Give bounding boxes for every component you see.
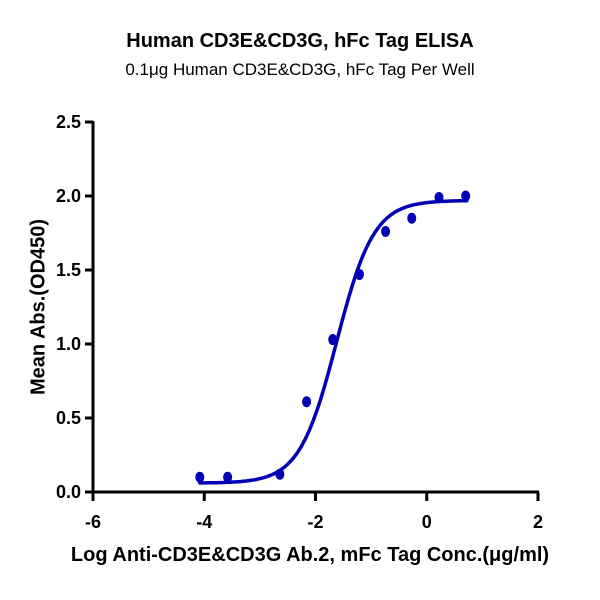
data-point	[381, 226, 391, 238]
y-tick-label: 0.5	[56, 408, 81, 428]
data-point	[354, 268, 364, 280]
data-points	[195, 190, 471, 483]
chart-subtitle: 0.1μg Human CD3E&CD3G, hFc Tag Per Well	[125, 60, 475, 79]
data-point	[434, 191, 444, 203]
data-point	[275, 468, 285, 480]
x-tick-label: 2	[533, 512, 543, 532]
y-tick-label: 1.0	[56, 334, 81, 354]
fit-curve	[198, 198, 469, 485]
data-point	[195, 471, 205, 483]
data-point	[407, 212, 417, 224]
x-tick-label: -6	[85, 512, 101, 532]
y-tick-label: 2.0	[56, 186, 81, 206]
data-point	[223, 471, 233, 483]
y-tick-label: 2.5	[56, 112, 81, 132]
x-tick-label: -4	[196, 512, 212, 532]
y-tick-label: 0.0	[56, 482, 81, 502]
data-point	[302, 396, 312, 408]
data-point	[328, 334, 338, 346]
x-tick-label: -2	[307, 512, 323, 532]
chart-title: Human CD3E&CD3G, hFc Tag ELISA	[126, 30, 474, 52]
fit-line	[198, 198, 469, 485]
y-tick-label: 1.5	[56, 260, 81, 280]
data-point	[461, 190, 471, 202]
axes: 0.0 0.5 1.0 1.5 2.0 2.5 -6 -4 -2 0 2	[56, 112, 543, 532]
x-axis-label: Log Anti-CD3E&CD3G Ab.2, mFc Tag Conc.(μ…	[70, 544, 550, 566]
y-axis-label: Mean Abs.(OD450)	[27, 219, 50, 395]
x-tick-label: 0	[422, 512, 432, 532]
